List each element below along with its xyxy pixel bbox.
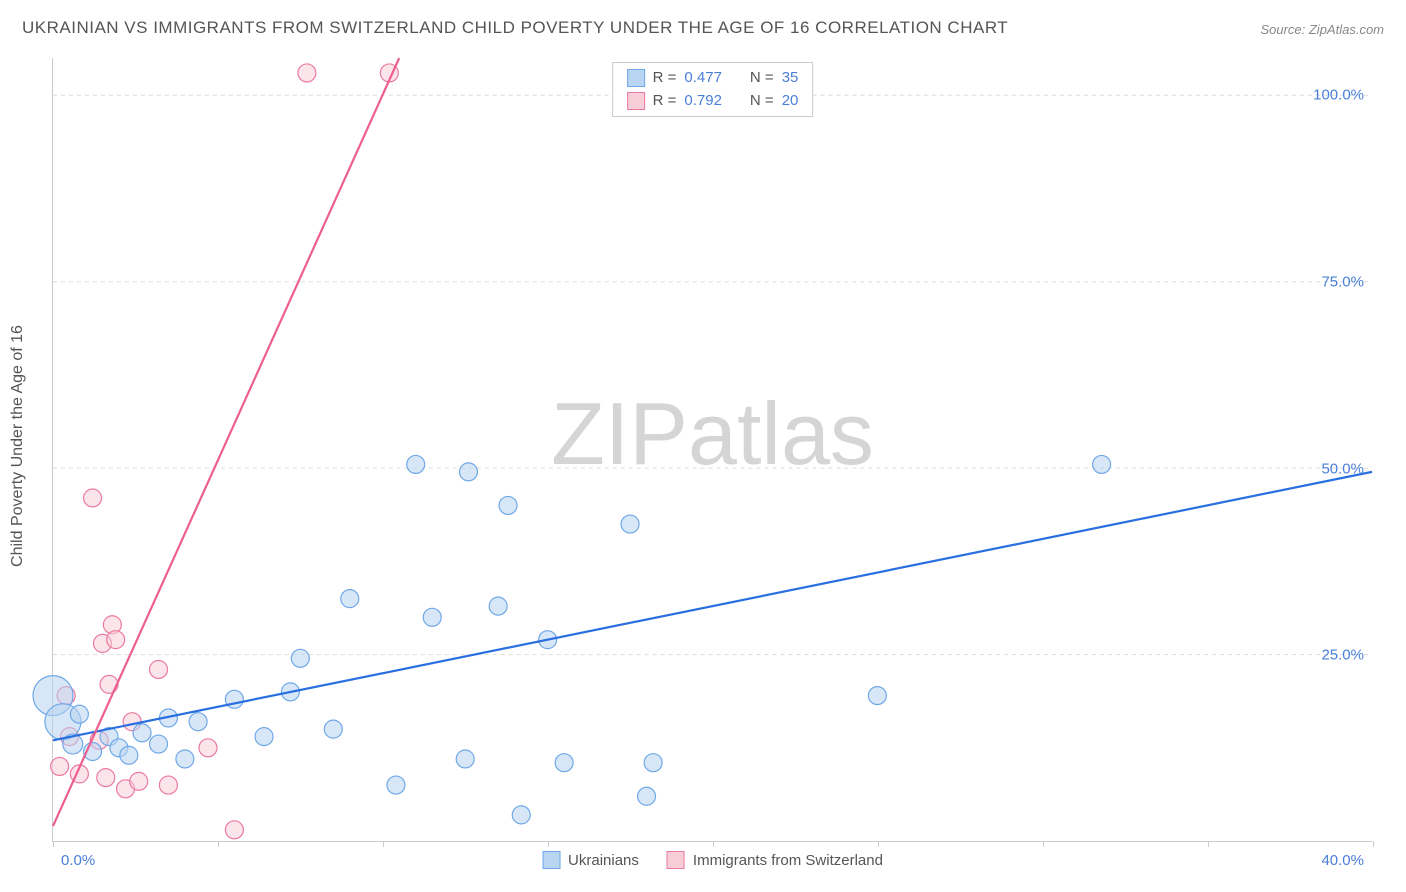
swatch-switzerland-icon xyxy=(667,851,685,869)
x-tick xyxy=(383,841,384,847)
x-axis-min-label: 0.0% xyxy=(61,852,95,869)
x-tick xyxy=(713,841,714,847)
n-value-ukrainians: 35 xyxy=(782,67,799,90)
y-tick-label: 100.0% xyxy=(1313,87,1364,104)
x-axis-max-label: 40.0% xyxy=(1321,852,1364,869)
y-tick-label: 25.0% xyxy=(1321,647,1364,664)
n-label: N = xyxy=(750,90,774,113)
gridlines xyxy=(53,95,1372,654)
swatch-ukrainians-icon xyxy=(542,851,560,869)
chart-svg xyxy=(53,58,1372,841)
r-label: R = xyxy=(653,90,677,113)
legend-label-switzerland: Immigrants from Switzerland xyxy=(693,852,883,869)
legend-item-switzerland: Immigrants from Switzerland xyxy=(667,851,883,869)
y-axis-title: Child Poverty Under the Age of 16 xyxy=(9,325,27,567)
r-value-switzerland: 0.792 xyxy=(684,90,722,113)
legend-stats-row-1: R = 0.477 N = 35 xyxy=(627,67,799,90)
x-tick xyxy=(878,841,879,847)
y-tick-label: 50.0% xyxy=(1321,460,1364,477)
r-label: R = xyxy=(653,67,677,90)
x-tick xyxy=(218,841,219,847)
chart-title: UKRAINIAN VS IMMIGRANTS FROM SWITZERLAND… xyxy=(22,18,1008,38)
legend-stats: R = 0.477 N = 35 R = 0.792 N = 20 xyxy=(612,62,814,117)
series-switzerland xyxy=(51,64,399,839)
legend-item-ukrainians: Ukrainians xyxy=(542,851,639,869)
swatch-switzerland-icon xyxy=(627,92,645,110)
legend-stats-row-2: R = 0.792 N = 20 xyxy=(627,90,799,113)
plot-area: ZIPatlas 25.0%50.0%75.0%100.0% 0.0% 40.0… xyxy=(52,58,1372,842)
x-tick xyxy=(1043,841,1044,847)
y-tick-label: 75.0% xyxy=(1321,274,1364,291)
legend-label-ukrainians: Ukrainians xyxy=(568,852,639,869)
swatch-ukrainians-icon xyxy=(627,69,645,87)
n-value-switzerland: 20 xyxy=(782,90,799,113)
source-label: Source: ZipAtlas.com xyxy=(1260,22,1384,37)
legend-series: Ukrainians Immigrants from Switzerland xyxy=(542,851,883,869)
x-tick xyxy=(548,841,549,847)
trendlines xyxy=(53,58,1372,826)
n-label: N = xyxy=(750,67,774,90)
r-value-ukrainians: 0.477 xyxy=(684,67,722,90)
x-tick xyxy=(1208,841,1209,847)
x-tick xyxy=(1373,841,1374,847)
x-tick xyxy=(53,841,54,847)
